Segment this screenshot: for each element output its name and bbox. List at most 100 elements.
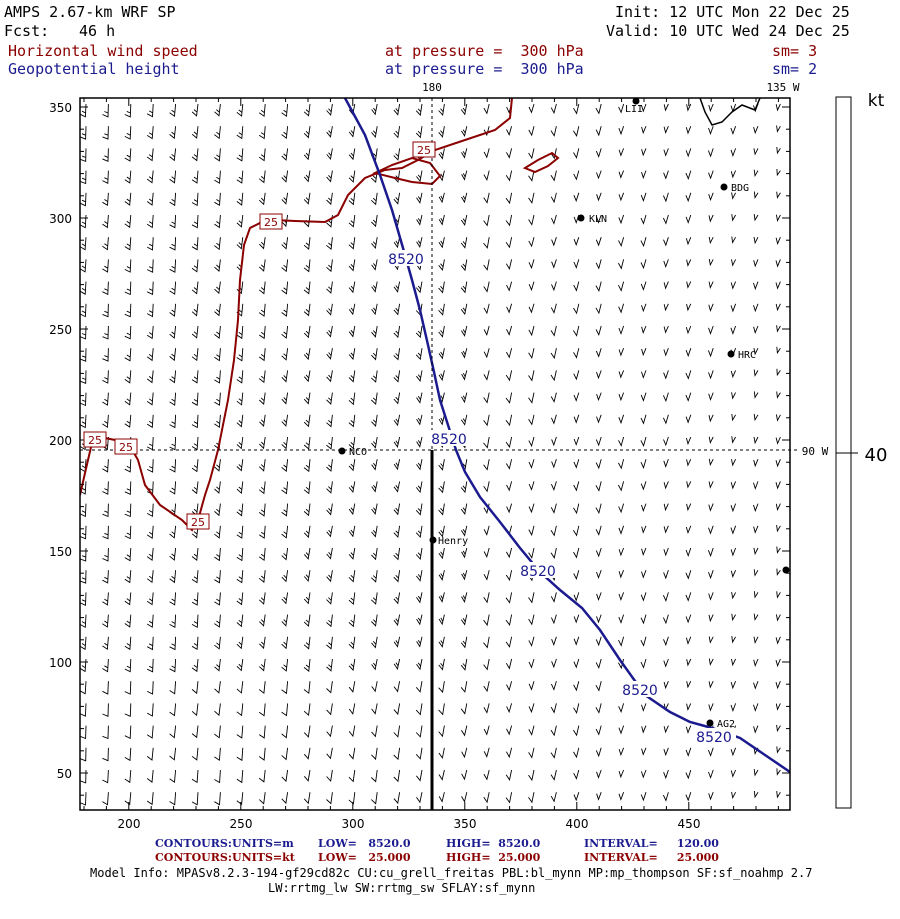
wind-barb [685,214,692,224]
station-label: NCO [349,447,367,458]
wind-barb [460,636,468,649]
wind-barb [483,614,490,627]
wind-barb [303,414,311,428]
wind-barb [416,436,423,448]
wind-barb [663,103,669,112]
wind-barb [460,281,468,294]
wind-barb [550,325,557,337]
wind-barb [460,103,468,116]
wind-barb [102,126,109,140]
wind-barb [619,814,624,822]
wind-barb [258,792,266,805]
wind-barb [775,658,781,668]
wind-barb [146,792,154,806]
wind-barb [415,725,423,738]
wind-barb [80,703,87,717]
init-time: Init: 12 UTC Mon 22 Dec 25 [615,3,850,21]
wind-barb [438,769,445,781]
wind-barb [303,325,311,339]
wind-barb [618,192,625,202]
wind-barb [236,547,244,562]
wind-barb [191,214,199,229]
wind-barb [393,636,401,648]
wind-barb [528,414,535,426]
wind-barb [483,281,490,293]
wind-barb [124,370,132,384]
wind-barb [80,392,87,407]
wind-barb [146,170,154,184]
wind-barb [663,814,668,822]
wind-barb [483,525,490,536]
wind-barb [191,525,199,539]
wind-barb [80,570,87,584]
wind-barb [80,792,87,806]
wind-barb [258,481,266,495]
wind-barb [438,636,445,648]
wind-barb [80,237,87,251]
wind-barb [461,792,468,803]
wind-barb [775,303,781,312]
wind-barb [326,325,333,338]
wind-barb [663,259,669,269]
wind-barb [191,348,199,362]
wind-barb [102,814,108,826]
wind-barb [550,192,557,204]
wind-speed-contour-loop [372,156,442,186]
contour-info-row-2: CONTOURS: UNITS=kt LOW= 25.000 HIGH= 25.… [155,851,719,864]
wind-barb [259,614,266,627]
x-tick-label: 300 [342,817,365,831]
wind-barb [776,368,781,377]
wind-barb [146,703,154,717]
wind-barb [595,303,602,315]
wind-barb [596,769,602,779]
wind-barb [393,148,401,161]
wind-contour-label: 25 [264,216,278,229]
wind-barb [169,525,177,539]
wind-barb [258,192,266,206]
wind-barb [393,303,401,316]
wind-barb [618,103,625,114]
wind-barb [393,792,401,805]
wind-barb [80,525,87,540]
wind-barb [348,148,356,161]
wind-barb [708,614,714,623]
wind-barb [551,259,557,269]
wind-barb [348,325,356,338]
wind-barb [505,636,513,648]
wind-barb [393,703,401,716]
wind-barb [618,370,625,379]
wind-barb [258,348,266,362]
wind-barb [730,747,737,757]
wind-barb [641,170,647,180]
wind-barb [505,392,513,404]
wind-barb [776,546,781,554]
wind-barb [281,570,289,583]
wind-barb [80,325,87,340]
wind-barb [754,814,758,820]
wind-barb [146,303,154,318]
wind-barb [573,103,580,115]
wind-barb [506,747,513,759]
wind-barb [438,681,445,694]
wind-barb [618,170,625,179]
wind-barb [393,525,401,538]
wind-barb [528,325,535,337]
wind-barb [124,414,132,428]
wind-barb [326,303,333,316]
wind-barb [528,214,535,226]
wind-barb [281,103,289,118]
wind-barb [236,348,244,362]
wind-barb [730,525,737,535]
wind-barb [303,525,311,539]
wind-barb [371,525,378,538]
wind-barb [731,192,736,200]
wind-barb [618,436,625,447]
wind-barb [258,325,266,340]
wind-barb [641,547,647,556]
wind-barb [775,103,781,112]
wind-barb [371,237,378,250]
wind-barb [730,503,737,513]
wind-barb [281,547,289,561]
height-contour-label: 8520 [431,432,467,448]
wind-barb [102,148,109,162]
